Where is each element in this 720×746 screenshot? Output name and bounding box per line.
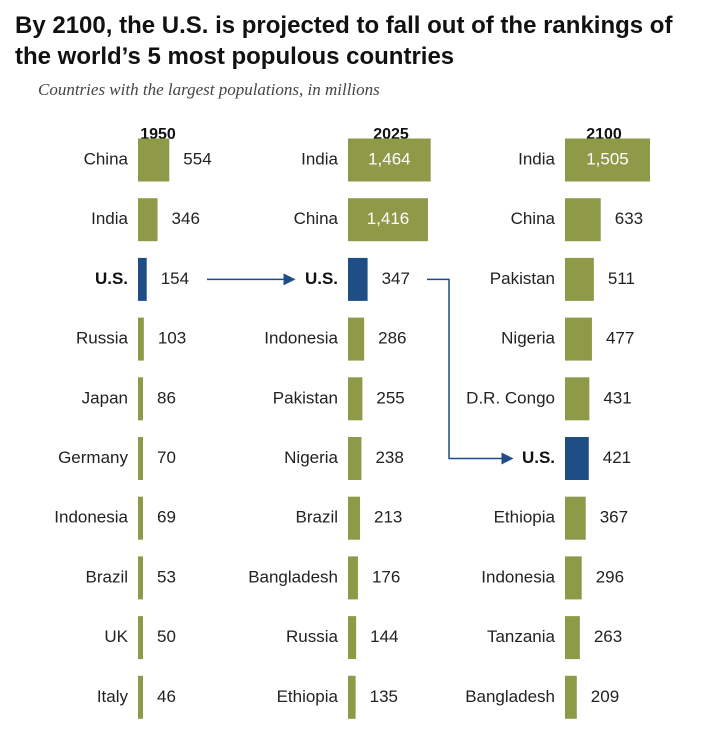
bar-1950-uk xyxy=(138,616,143,660)
bar-1950-indonesia xyxy=(138,496,143,540)
value-label-1950-indonesia: 69 xyxy=(157,508,176,527)
value-label-2100-china: 633 xyxy=(615,209,643,228)
bar-2100-nigeria xyxy=(565,317,592,361)
country-label-2100-india: India xyxy=(518,149,555,168)
country-label-2025-u-s: U.S. xyxy=(305,269,338,288)
value-label-2025-bangladesh: 176 xyxy=(372,567,400,586)
country-label-1950-japan: Japan xyxy=(82,388,128,407)
value-label-1950-russia: 103 xyxy=(158,329,186,348)
bar-2100-d-r-congo xyxy=(565,377,590,421)
value-label-2025-china: 1,416 xyxy=(367,209,410,228)
country-label-2100-china: China xyxy=(511,209,556,228)
value-label-1950-india: 346 xyxy=(172,209,200,228)
country-label-2100-bangladesh: Bangladesh xyxy=(465,687,555,706)
value-label-2025-ethiopia: 135 xyxy=(370,687,398,706)
bar-2025-russia xyxy=(348,616,357,660)
country-label-2100-tanzania: Tanzania xyxy=(487,627,556,646)
bar-2100-u-s xyxy=(565,437,589,480)
bar-2025-nigeria xyxy=(348,437,362,480)
country-label-2025-russia: Russia xyxy=(286,627,339,646)
value-label-2025-india: 1,464 xyxy=(368,149,411,168)
bar-2100-china xyxy=(565,198,601,242)
bar-2025-indonesia xyxy=(348,317,365,361)
value-label-2100-nigeria: 477 xyxy=(606,329,634,348)
country-label-2025-india: India xyxy=(301,149,338,168)
country-label-1950-brazil: Brazil xyxy=(85,567,128,586)
value-label-1950-italy: 46 xyxy=(157,687,176,706)
value-label-2025-brazil: 213 xyxy=(374,508,402,527)
bar-2025-pakistan xyxy=(348,377,363,421)
country-label-1950-germany: Germany xyxy=(58,448,128,467)
bar-2100-india xyxy=(565,138,650,182)
country-label-2100-nigeria: Nigeria xyxy=(501,329,555,348)
country-label-2100-d-r-congo: D.R. Congo xyxy=(466,388,555,407)
arrow-2025-to-2100 xyxy=(427,278,514,465)
chart-subtitle: Countries with the largest populations, … xyxy=(38,80,380,99)
country-label-2025-ethiopia: Ethiopia xyxy=(277,687,339,706)
bar-1950-china xyxy=(138,138,170,182)
value-label-2100-tanzania: 263 xyxy=(594,627,622,646)
country-label-2100-indonesia: Indonesia xyxy=(481,567,555,586)
bar-1950-russia xyxy=(138,317,144,361)
bar-2100-indonesia xyxy=(565,556,582,600)
bar-1950-japan xyxy=(138,377,143,421)
value-label-1950-germany: 70 xyxy=(157,448,176,467)
bar-2025-u-s xyxy=(348,257,368,301)
bar-2100-ethiopia xyxy=(565,496,586,540)
bar-2025-india xyxy=(348,138,431,182)
country-label-1950-uk: UK xyxy=(104,627,128,646)
value-label-1950-china: 554 xyxy=(183,149,211,168)
value-label-2100-indonesia: 296 xyxy=(596,567,624,586)
chart-title: By 2100, the U.S. is projected to fall o… xyxy=(15,12,673,70)
bar-1950-brazil xyxy=(138,556,143,600)
value-label-1950-japan: 86 xyxy=(157,388,176,407)
bar-2025-bangladesh xyxy=(348,556,358,600)
bar-2100-pakistan xyxy=(565,257,594,301)
value-label-2025-nigeria: 238 xyxy=(375,448,403,467)
bar-2100-tanzania xyxy=(565,616,580,660)
value-label-1950-brazil: 53 xyxy=(157,567,176,586)
bar-2100-bangladesh xyxy=(565,675,577,719)
bar-2025-brazil xyxy=(348,496,361,540)
value-label-2100-ethiopia: 367 xyxy=(600,508,628,527)
bar-2025-china xyxy=(348,198,428,242)
value-label-2100-india: 1,505 xyxy=(586,149,629,168)
bar-2025-ethiopia xyxy=(348,675,356,719)
country-label-2025-nigeria: Nigeria xyxy=(284,448,338,467)
country-label-2100-pakistan: Pakistan xyxy=(490,269,555,288)
bar-1950-italy xyxy=(138,675,143,719)
value-label-2025-indonesia: 286 xyxy=(378,329,406,348)
value-label-1950-uk: 50 xyxy=(157,627,176,646)
bar-1950-u-s xyxy=(138,257,147,301)
country-label-1950-russia: Russia xyxy=(76,329,129,348)
value-label-1950-u-s: 154 xyxy=(161,269,189,288)
country-label-1950-indonesia: Indonesia xyxy=(54,508,128,527)
value-label-2100-d-r-congo: 431 xyxy=(603,388,631,407)
value-label-2025-russia: 144 xyxy=(370,627,398,646)
bar-1950-india xyxy=(138,198,158,242)
country-label-2100-u-s: U.S. xyxy=(522,448,555,467)
value-label-2100-pakistan: 511 xyxy=(608,269,635,288)
bar-1950-germany xyxy=(138,437,143,480)
country-label-2025-brazil: Brazil xyxy=(295,508,338,527)
value-label-2100-u-s: 421 xyxy=(603,448,631,467)
country-label-1950-u-s: U.S. xyxy=(95,269,128,288)
country-label-2025-pakistan: Pakistan xyxy=(273,388,338,407)
country-label-2025-china: China xyxy=(294,209,339,228)
value-label-2025-u-s: 347 xyxy=(382,269,410,288)
country-label-2100-ethiopia: Ethiopia xyxy=(494,508,556,527)
country-label-1950-china: China xyxy=(84,149,129,168)
value-label-2100-bangladesh: 209 xyxy=(591,687,619,706)
country-label-1950-italy: Italy xyxy=(97,687,129,706)
country-label-2025-bangladesh: Bangladesh xyxy=(248,567,338,586)
country-label-1950-india: India xyxy=(91,209,128,228)
value-label-2025-pakistan: 255 xyxy=(376,388,404,407)
country-label-2025-indonesia: Indonesia xyxy=(264,329,338,348)
